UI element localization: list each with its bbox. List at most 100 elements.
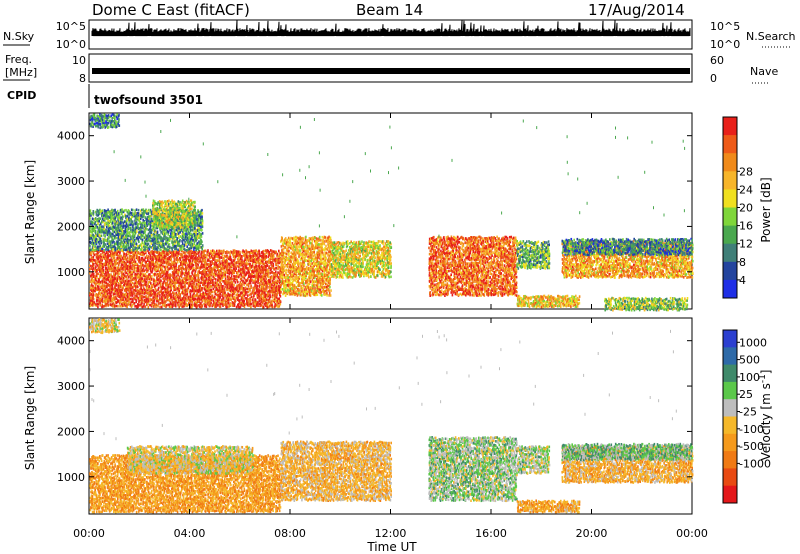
power-panel-cell	[261, 292, 263, 296]
power-panel-cell	[122, 249, 124, 253]
power-panel-cell	[257, 293, 259, 296]
power-panel-cell	[144, 305, 147, 308]
power-panel-cell	[198, 269, 200, 273]
power-panel-cell	[273, 256, 275, 259]
power-panel-cell	[208, 281, 210, 285]
power-panel-cell	[184, 277, 187, 280]
power-panel-cell	[183, 293, 186, 296]
power-panel-cell	[307, 286, 310, 289]
power-panel-cell	[261, 259, 263, 263]
power-panel-cell	[193, 285, 195, 289]
power-panel-cell	[283, 288, 286, 291]
power-panel-cell	[323, 265, 325, 269]
power-panel-cell	[302, 260, 304, 263]
power-panel-cell	[276, 254, 278, 258]
power-panel-cell	[124, 296, 127, 300]
power-panel-cell	[321, 266, 323, 270]
power-panel-cell	[329, 282, 331, 286]
power-panel-cell	[256, 296, 259, 299]
power-panel-cell	[110, 249, 113, 253]
power-panel-cell	[258, 289, 261, 292]
power-panel-cell	[108, 298, 111, 301]
power-panel-cell	[215, 255, 218, 258]
power-panel-cell	[170, 251, 172, 255]
power-panel-cell	[220, 286, 222, 290]
power-panel-cell	[286, 258, 288, 262]
power-panel-cell	[160, 258, 163, 262]
power-panel-cell	[169, 297, 172, 301]
power-panel-cell	[252, 255, 255, 259]
power-panel-cell	[224, 273, 227, 276]
power-panel-cell	[195, 261, 197, 265]
power-panel-cell	[102, 276, 105, 280]
power-panel-cell	[89, 280, 91, 283]
power-panel-cell	[157, 255, 160, 259]
power-panel-cell	[103, 262, 106, 266]
power-panel-cell	[191, 305, 193, 309]
power-panel-cell	[128, 297, 130, 300]
power-panel-cell	[293, 236, 295, 240]
power-panel-cell	[217, 283, 220, 287]
power-panel-cell	[136, 305, 138, 309]
power-panel-cell	[303, 241, 306, 245]
power-panel-cell	[254, 249, 256, 253]
power-panel-cell	[246, 287, 248, 291]
power-panel-cell	[270, 268, 272, 271]
power-panel-cell	[228, 304, 231, 307]
power-panel-cell	[140, 263, 143, 267]
power-panel-cell	[302, 264, 304, 268]
power-panel-cell	[246, 291, 248, 294]
power-panel-cell	[258, 294, 260, 298]
power-panel-cell	[278, 266, 281, 269]
power-panel-cell	[332, 266, 335, 269]
power-panel-cell	[210, 284, 212, 288]
power-panel-cell	[195, 279, 198, 283]
power-panel-cell	[129, 250, 131, 254]
power-panel-cell	[106, 274, 108, 277]
power-panel-cell	[201, 296, 203, 300]
power-panel-cell	[143, 299, 146, 302]
power-panel-cell	[295, 291, 297, 295]
power-panel-cell	[273, 281, 276, 284]
power-panel-cell	[329, 255, 332, 258]
power-panel-cell	[126, 285, 128, 288]
power-panel-cell	[248, 266, 251, 270]
power-panel-cell	[115, 253, 117, 256]
power-panel-cell	[265, 254, 267, 258]
power-panel-cell	[196, 293, 199, 296]
power-panel-cell	[298, 267, 301, 270]
power-panel-cell	[276, 301, 279, 305]
power-panel-cell	[312, 244, 314, 247]
power-panel-cell	[117, 250, 120, 254]
power-panel-cell	[123, 289, 126, 292]
power-panel-cell	[124, 288, 127, 291]
power-panel-cell	[256, 270, 259, 274]
power-panel-cell	[217, 298, 219, 302]
power-panel-cell	[110, 279, 112, 282]
power-panel-cell	[233, 304, 236, 307]
power-panel-cell	[144, 260, 147, 264]
power-panel-cell	[312, 236, 314, 240]
power-panel-cell	[246, 278, 248, 282]
power-panel-cell	[182, 292, 184, 295]
power-panel-cell	[250, 259, 253, 263]
power-panel-cell	[307, 259, 309, 263]
power-panel-cell	[138, 274, 140, 277]
power-panel-cell	[237, 253, 239, 257]
power-panel-cell	[287, 262, 289, 265]
power-panel-cell	[292, 286, 295, 290]
power-panel-cell	[168, 256, 171, 259]
power-panel-cell	[224, 291, 226, 295]
power-panel-cell	[256, 272, 259, 275]
power-panel-cell	[329, 278, 331, 281]
power-panel-cell	[115, 282, 118, 285]
power-panel-cell	[217, 259, 219, 262]
power-panel-cell	[247, 282, 250, 286]
power-panel-cell	[300, 237, 302, 241]
power-panel-cell	[205, 270, 208, 274]
power-panel-cell	[200, 286, 202, 290]
power-panel-cell	[252, 270, 255, 274]
power-panel-cell	[250, 275, 253, 279]
power-panel-cell	[265, 280, 267, 284]
power-panel-cell	[126, 256, 129, 260]
